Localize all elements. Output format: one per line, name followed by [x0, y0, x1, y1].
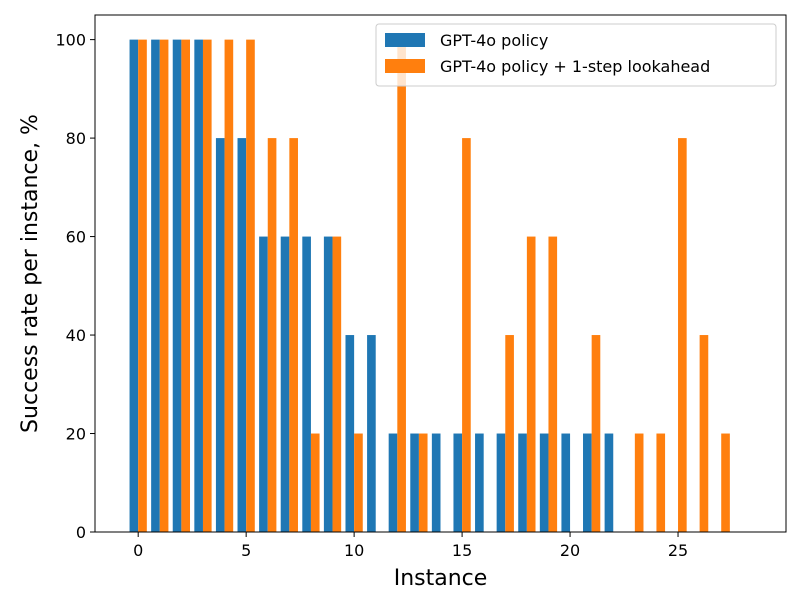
bar-series1-instance7 — [289, 138, 298, 532]
legend-box — [375, 23, 777, 87]
bar-series1-instance18 — [526, 236, 536, 533]
bar-series0-instance18 — [518, 433, 527, 532]
bar-series1-instance2 — [181, 39, 191, 532]
bar-series1-instance15 — [462, 138, 471, 532]
bar-series0-instance17 — [496, 433, 506, 532]
x-tick-label: 10 — [344, 541, 364, 560]
x-tick-label: 5 — [241, 541, 251, 560]
bar-series0-instance8 — [302, 236, 311, 533]
bar-series0-instance1 — [151, 39, 160, 532]
y-axis-label: Success rate per instance, % — [18, 114, 43, 433]
bar-series0-instance6 — [259, 236, 268, 533]
bar-series1-instance19 — [548, 236, 558, 533]
bar-series1-instance6 — [267, 138, 277, 532]
bar-series1-instance10 — [354, 433, 363, 532]
legend-label-gpt4o-lookahead: GPT-4o policy + 1-step lookahead — [440, 57, 710, 76]
bar-series1-instance21 — [591, 335, 601, 532]
x-tick-label: 25 — [668, 541, 688, 560]
bar-series1-instance9 — [332, 236, 342, 533]
y-axis-ticks: 0 20 40 60 80 100 — [55, 31, 95, 542]
legend: GPT-4o policy GPT-4o policy + 1-step loo… — [375, 23, 777, 87]
y-tick-label: 0 — [76, 523, 86, 542]
bar-series0-instance21 — [583, 433, 592, 532]
legend-swatch-gpt4o-lookahead — [385, 59, 425, 73]
bar-series1-instance17 — [505, 335, 514, 532]
bar-series0-instance4 — [215, 138, 225, 532]
bar-series0-instance3 — [194, 39, 203, 532]
bar-series0-instance11 — [367, 335, 376, 532]
bar-series0-instance7 — [280, 236, 290, 533]
bar-series1-instance1 — [159, 39, 169, 532]
y-tick-label: 40 — [66, 326, 86, 345]
bar-series0-instance19 — [539, 433, 549, 532]
bar-series1-instance5 — [246, 39, 255, 532]
bar-series1-instance24 — [656, 433, 666, 532]
legend-swatch-gpt4o-policy — [385, 33, 425, 47]
x-axis-ticks: 0 5 10 15 20 25 — [133, 532, 688, 560]
bar-series0-instance5 — [237, 138, 247, 532]
bar-series0-instance2 — [172, 39, 182, 532]
x-tick-label: 0 — [133, 541, 143, 560]
y-tick-label: 100 — [55, 31, 86, 50]
bar-series0-instance9 — [323, 236, 333, 533]
bar-series0-instance12 — [388, 433, 398, 532]
bar-series0-instance22 — [604, 433, 614, 532]
x-tick-label: 15 — [452, 541, 472, 560]
bar-series1-instance3 — [202, 39, 212, 532]
bar-series0-instance14 — [431, 433, 441, 532]
y-tick-label: 80 — [66, 129, 86, 148]
bar-series0-instance13 — [410, 433, 419, 532]
bar-series1-instance25 — [678, 138, 687, 532]
bar-series1-instance26 — [699, 335, 709, 532]
x-tick-label: 20 — [560, 541, 580, 560]
bar-series0-instance10 — [345, 335, 355, 532]
bar-series0-instance0 — [129, 39, 139, 532]
plot-frame — [94, 14, 787, 533]
y-tick-label: 20 — [66, 425, 86, 444]
bar-series1-instance23 — [634, 433, 644, 532]
bar-series1-instance13 — [418, 433, 428, 532]
bar-series1-instance8 — [310, 433, 320, 532]
bar-series0-instance15 — [453, 433, 463, 532]
y-tick-label: 60 — [66, 228, 86, 247]
bar-series1-instance0 — [138, 39, 147, 532]
bar-series1-instance12 — [397, 39, 406, 532]
bar-series0-instance20 — [561, 433, 571, 532]
bars-group — [129, 39, 730, 533]
bar-series1-instance4 — [224, 39, 234, 532]
legend-label-gpt4o-policy: GPT-4o policy — [440, 31, 548, 50]
bar-series1-instance27 — [721, 433, 730, 532]
bar-series0-instance16 — [475, 433, 484, 532]
x-axis-label: Instance — [394, 566, 488, 591]
